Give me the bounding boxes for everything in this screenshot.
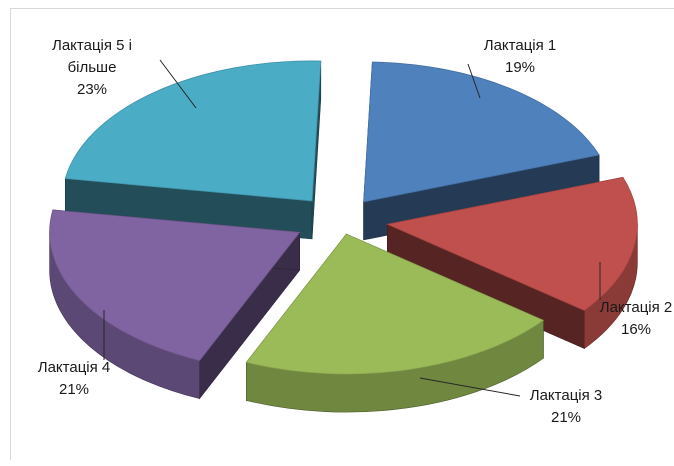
pie-slice-5-top (64, 60, 322, 202)
slice-label-text: Лактація 3 (530, 387, 603, 404)
leader-line-1 (467, 63, 481, 99)
slice-label-4: Лактація 4 21% (38, 359, 111, 398)
slice-percent: 19% (505, 59, 535, 76)
pie-slice-3 (245, 233, 545, 413)
slice-label-3: Лактація 3 21% (530, 387, 603, 426)
pie-slice-1-top (363, 61, 600, 203)
chart-border-top (10, 8, 674, 9)
slice-label-text: більше (68, 59, 117, 76)
slice-percent: 21% (551, 409, 581, 426)
pie-slice-4 (49, 209, 301, 400)
slice-label-2: Лактація 2 16% (600, 299, 673, 338)
pie-slice-3-top (245, 233, 545, 375)
slice-label-text: Лактація 4 (38, 359, 111, 376)
pie-slice-5 (64, 60, 322, 240)
leader-line-5 (159, 59, 197, 109)
slice-label-text: Лактація 5 і (52, 37, 132, 54)
slice-percent: 23% (77, 81, 107, 98)
chart-border-left (10, 8, 11, 460)
slice-label-5: Лактація 5 і більше 23% (52, 37, 132, 98)
leader-line-3 (419, 377, 521, 397)
slice-percent: 16% (621, 321, 651, 338)
pie-slice-4-top (49, 209, 301, 362)
slice-label-1: Лактація 1 19% (484, 37, 557, 76)
pie-slice-2-top (386, 176, 638, 311)
slice-label-text: Лактація 2 (600, 299, 673, 316)
slice-label-text: Лактація 1 (484, 37, 557, 54)
slice-percent: 21% (59, 381, 89, 398)
